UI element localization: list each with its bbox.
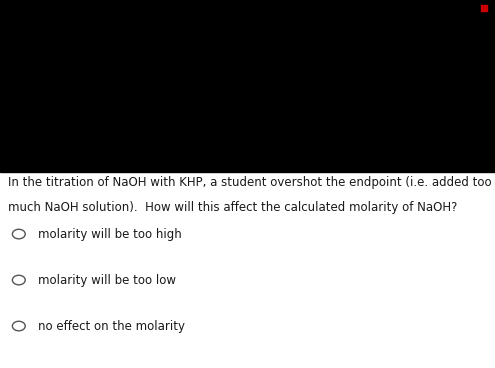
Text: molarity will be too low: molarity will be too low — [38, 273, 176, 287]
Text: no effect on the molarity: no effect on the molarity — [38, 319, 185, 333]
Text: In the titration of NaOH with KHP, a student overshot the endpoint (i.e. added t: In the titration of NaOH with KHP, a stu… — [8, 176, 492, 189]
FancyBboxPatch shape — [0, 0, 495, 172]
Text: molarity will be too high: molarity will be too high — [38, 227, 181, 241]
Text: much NaOH solution).  How will this affect the calculated molarity of NaOH?: much NaOH solution). How will this affec… — [8, 201, 457, 214]
Point — [480, 5, 488, 11]
